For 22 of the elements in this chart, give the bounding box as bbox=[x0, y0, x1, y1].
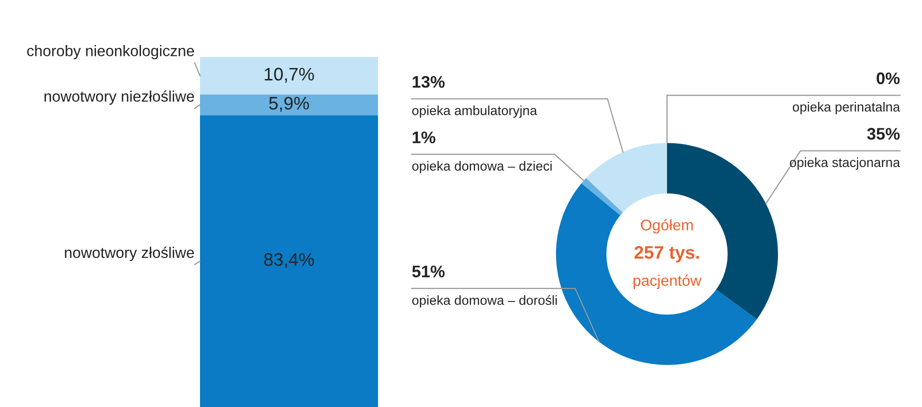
slice-label: opieka stacjonarna bbox=[790, 157, 900, 170]
text: pacjentów bbox=[634, 274, 702, 289]
data-label: 83,4% bbox=[264, 253, 314, 268]
data-label: 1% bbox=[412, 132, 436, 144]
slice-label: opieka ambulatoryjna bbox=[412, 106, 538, 118]
text: 257 tys. bbox=[634, 246, 699, 262]
data-label: 5,9% bbox=[269, 96, 309, 112]
data-label: 10,7% bbox=[264, 68, 314, 83]
series-label: choroby nieonkologiczne bbox=[27, 45, 194, 60]
donut-slice bbox=[581, 178, 624, 216]
data-label: 35% bbox=[867, 128, 900, 140]
data-label: 51% bbox=[412, 266, 445, 278]
category-label: opieka perinatalna bbox=[792, 102, 900, 114]
series-label: nowotwory złośliwe bbox=[64, 246, 194, 262]
slice-label: opieka domowa – dzieci bbox=[412, 161, 552, 174]
text: Ogółem bbox=[640, 219, 693, 234]
donut-slice bbox=[556, 183, 757, 365]
slice-label: opieka domowa – dorośli bbox=[412, 295, 557, 308]
data-label: 13% bbox=[412, 76, 445, 88]
series-label: nowotwory niezłośliwe bbox=[44, 90, 194, 105]
text: 0% bbox=[876, 72, 900, 84]
donut-slice bbox=[586, 143, 667, 213]
